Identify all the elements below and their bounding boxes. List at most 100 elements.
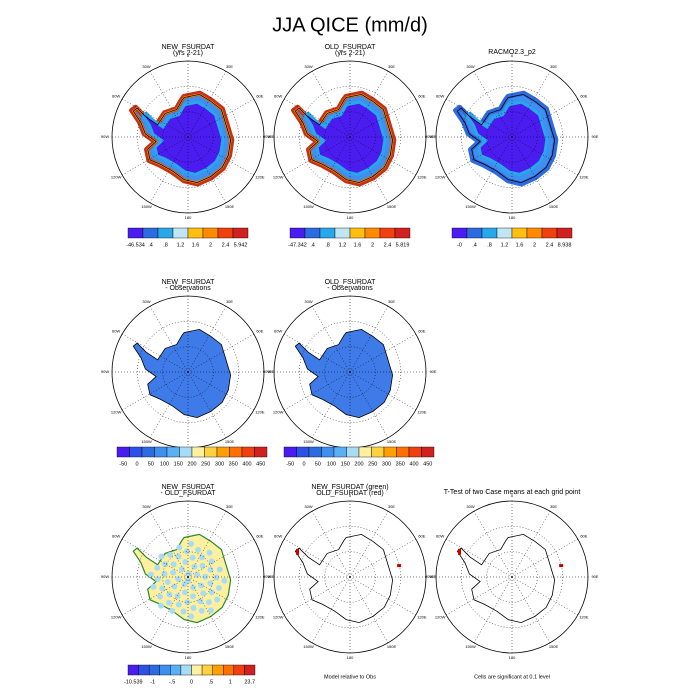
meridian <box>149 136 189 203</box>
land-patch <box>190 604 197 611</box>
longitude-label: 90W <box>101 134 109 139</box>
colorbar-box <box>481 227 498 239</box>
colorbar-label: 1.2 <box>177 242 185 248</box>
longitude-label: 30W <box>304 504 312 509</box>
colorbar-box <box>202 227 219 239</box>
panel-subtitle: (yrs 2-21) <box>173 50 203 57</box>
longitude-label: 60W <box>112 534 120 539</box>
land-interior <box>303 100 387 176</box>
colorbar-label: 150 <box>341 461 350 467</box>
meridian <box>122 136 189 176</box>
colorbar-label: .4 <box>472 242 477 248</box>
panel-subtitle: - Observations <box>327 285 373 292</box>
colorbar-box <box>334 227 351 239</box>
land-patch <box>164 578 171 585</box>
meridian <box>511 71 551 138</box>
meridian <box>446 576 513 616</box>
land-patch <box>162 561 169 568</box>
meridian <box>311 71 351 138</box>
colorbar-label: 5.942 <box>234 242 248 248</box>
colorbar-box <box>201 664 213 676</box>
meridian <box>511 136 551 203</box>
longitude-label: 180 <box>509 215 516 220</box>
longitude-label: 30W <box>466 504 474 509</box>
longitude-label: 30W <box>304 299 312 304</box>
longitude-label: 60E <box>580 534 587 539</box>
colorbar-box <box>333 446 347 458</box>
meridian <box>187 306 227 373</box>
land-patch <box>198 582 205 589</box>
meridian <box>149 306 189 373</box>
colorbar-box <box>526 227 543 239</box>
land-patch <box>214 596 221 603</box>
meridian <box>511 136 578 176</box>
longitude-label: 120W <box>435 615 446 620</box>
panel-title: RACMO2.3_p2 <box>488 49 536 56</box>
meridian <box>122 333 189 373</box>
land-patch <box>190 593 197 600</box>
colorbar-box <box>394 227 411 239</box>
latitude-circle <box>461 86 563 188</box>
map-panel: OLD_FSURDAT- Observations030E60E90E120E1… <box>263 279 437 468</box>
land-patch <box>208 589 215 596</box>
colorbar-label: -47.342 <box>288 242 307 248</box>
land-patch <box>161 570 168 577</box>
meridian <box>284 538 351 578</box>
colorbar-label: 450 <box>256 461 265 467</box>
longitude-label: 60E <box>256 329 263 334</box>
colorbar-box <box>496 227 513 239</box>
longitude-label: 180 <box>185 215 192 220</box>
meridian <box>473 511 513 578</box>
latitude-circle <box>299 321 401 423</box>
colorbar-box <box>166 446 180 458</box>
longitude-label: 120E <box>417 410 427 415</box>
land-patch <box>166 599 173 606</box>
colorbar-label: 350 <box>396 461 405 467</box>
meridian <box>284 136 351 176</box>
meridian <box>122 98 189 138</box>
latitude-circle <box>486 111 538 163</box>
meridian <box>349 136 389 203</box>
colorbar-box <box>204 446 218 458</box>
land-patch <box>158 553 165 560</box>
colorbar-label: 2 <box>371 242 374 248</box>
colorbar-label: 200 <box>354 461 363 467</box>
colorbar-box <box>116 446 130 458</box>
latitude-circle <box>324 111 376 163</box>
land-patch <box>159 585 166 592</box>
panel-title: T-Test of two Case means at each grid po… <box>444 489 581 496</box>
land-patch <box>175 576 182 583</box>
meridian <box>446 136 513 176</box>
longitude-label: 90E <box>267 134 274 139</box>
meridian <box>349 371 389 438</box>
land-patch <box>154 576 161 583</box>
land-patch <box>178 566 185 573</box>
longitude-label: 150E <box>225 644 235 649</box>
land-patch <box>169 607 176 614</box>
colorbar-label: -50 <box>286 461 294 467</box>
colorbar-box <box>172 227 189 239</box>
map-panel: RACMO2.3_p20 30E 60E 90E 120E 150E 180 150W 120W… <box>425 49 599 249</box>
colorbar-label: 200 <box>187 461 196 467</box>
meridian <box>187 371 227 438</box>
colorbar-label: 100 <box>160 461 169 467</box>
longitude-label: 60E <box>256 94 263 99</box>
colorbar-box <box>304 227 321 239</box>
meridian <box>473 576 513 643</box>
longitude-label: 0 <box>187 53 190 58</box>
colorbar-box <box>148 664 160 676</box>
panel-subtitle: OLD_FSURDAT (red) <box>316 490 383 497</box>
land-patch <box>184 548 191 555</box>
longitude-label: 30W <box>142 64 150 69</box>
meridian <box>511 538 578 578</box>
longitude-label: 180 <box>509 655 516 660</box>
meridian <box>284 576 351 616</box>
longitude-label: 0 <box>511 493 514 498</box>
longitude-label: 90W <box>263 369 271 374</box>
longitude-label: 60E <box>418 94 425 99</box>
longitude-label: 180 <box>185 655 192 660</box>
colorbar-box <box>191 664 203 676</box>
longitude-label: 90E <box>429 134 436 139</box>
latitude-circle <box>162 111 214 163</box>
